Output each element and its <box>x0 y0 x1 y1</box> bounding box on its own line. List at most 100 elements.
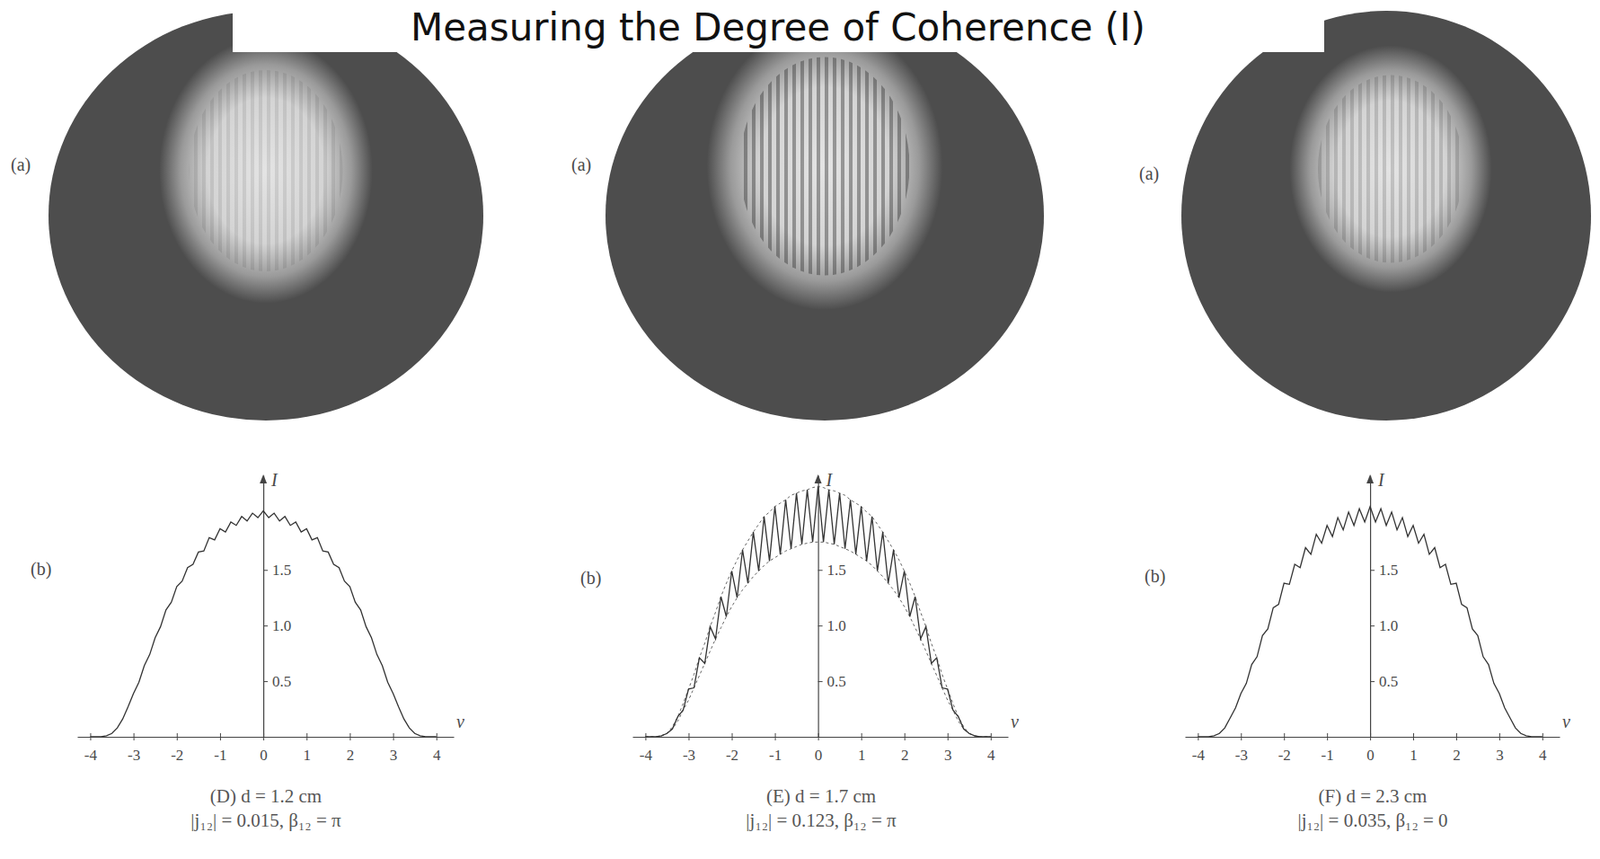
x-tick-mark <box>947 733 949 741</box>
y-tick-mark <box>1370 680 1375 682</box>
y-tick-mark <box>818 569 823 571</box>
x-tick: 3 <box>1495 733 1504 764</box>
y-axis-title: I <box>270 469 279 490</box>
intensity-line <box>645 486 991 737</box>
image-label: (a) <box>10 154 31 176</box>
y-tick-label: 1.0 <box>827 617 847 635</box>
y-tick-label: 1.0 <box>272 617 292 635</box>
x-axis-title: v <box>456 711 465 732</box>
y-tick-mark <box>818 625 823 627</box>
x-tick-label: 4 <box>1538 746 1547 764</box>
x-tick-label: -4 <box>639 746 654 764</box>
x-axis-title: v <box>1562 711 1571 732</box>
x-tick-label: -2 <box>170 746 184 764</box>
plot-lines <box>89 511 436 737</box>
x-tick: 4 <box>987 733 996 764</box>
x-tick-mark <box>176 733 178 741</box>
x-tick-label: 0 <box>1366 746 1375 764</box>
x-axis: -4-3-2-101234 <box>633 733 1009 764</box>
intensity-line <box>1197 506 1542 737</box>
x-tick: 0 <box>814 733 823 764</box>
x-tick: -1 <box>1321 733 1335 764</box>
image-label: (a) <box>571 154 592 176</box>
x-tick: 4 <box>433 733 442 764</box>
y-tick-mark <box>263 625 268 627</box>
x-tick: 0 <box>259 733 268 764</box>
y-tick-label: 1.5 <box>827 561 847 579</box>
x-tick: 3 <box>944 733 953 764</box>
y-tick: 1.0 <box>263 617 292 635</box>
x-tick-label: -1 <box>1321 746 1335 764</box>
plot-label: (b) <box>1144 565 1166 587</box>
y-tick-label: 1.0 <box>1379 617 1398 635</box>
chart-subtitle: |j₁₂| = 0.035, β₁₂ = 0 <box>1297 809 1448 831</box>
y-axis-title: I <box>825 469 834 490</box>
y-tick: 1.0 <box>818 617 847 635</box>
x-tick-label: 0 <box>814 746 823 764</box>
x-tick-label: -3 <box>1235 746 1248 764</box>
y-tick: 0.5 <box>263 672 292 690</box>
x-tick: 2 <box>1452 733 1461 764</box>
panel: (a)(b)-4-3-2-101234v0.51.01.5I(E) d = 1.… <box>571 10 1044 831</box>
x-tick: -1 <box>213 733 227 764</box>
x-tick: 3 <box>389 733 398 764</box>
y-tick-label: 1.5 <box>272 561 292 579</box>
x-tick-mark <box>1499 733 1501 741</box>
y-axis-line <box>817 476 819 738</box>
chart-title: (E) d = 1.7 cm <box>766 785 876 807</box>
y-axis-arrow <box>1366 474 1374 484</box>
y-axis-line <box>263 476 265 738</box>
x-tick-mark <box>393 733 395 741</box>
y-tick-label: 1.5 <box>1379 561 1398 579</box>
y-axis-title: I <box>1377 469 1386 490</box>
title-box <box>232 0 1325 53</box>
y-tick: 0.5 <box>1370 672 1398 690</box>
x-tick-mark <box>306 733 308 741</box>
x-tick-label: -3 <box>682 746 696 764</box>
x-axis: -4 -3 -2 -1 0 1 2 3 4 <box>78 733 455 764</box>
y-axis: 0.5 1.0 1.5 <box>263 476 292 738</box>
x-tick-mark <box>775 733 777 741</box>
x-tick: -3 <box>682 733 696 764</box>
x-tick: 2 <box>346 733 355 764</box>
y-tick: 1.5 <box>263 561 292 579</box>
x-tick: -4 <box>639 733 654 764</box>
x-tick: -1 <box>769 733 782 764</box>
x-tick: -3 <box>127 733 141 764</box>
x-tick-label: 0 <box>259 746 268 764</box>
plot-label: (b) <box>580 567 602 589</box>
x-tick-label: 1 <box>1409 746 1418 764</box>
chart-title: (F) d = 2.3 cm <box>1318 785 1428 807</box>
slide-title: Measuring the Degree of Coherence (I) <box>410 5 1146 50</box>
x-tick-mark <box>1542 733 1544 741</box>
x-tick-mark <box>1240 733 1242 741</box>
x-tick-label: -2 <box>1278 746 1291 764</box>
y-tick: 1.0 <box>1370 617 1398 635</box>
y-tick-mark <box>1370 625 1375 627</box>
y-tick: 1.5 <box>1370 561 1398 579</box>
y-axis-arrow <box>259 474 267 484</box>
chart-subtitle: |j₁₂| = 0.123, β₁₂ = π <box>745 809 897 831</box>
intensity-line <box>89 511 436 737</box>
image-fringes <box>740 56 911 275</box>
chart-subtitle: |j₁₂| = 0.015, β₁₂ = π <box>190 809 342 831</box>
x-tick-label: -1 <box>769 746 782 764</box>
y-axis: 0.5 1.0 1.5 <box>1370 476 1398 738</box>
x-tick-label: 2 <box>346 746 355 764</box>
image-spot <box>159 38 373 304</box>
x-tick: 1 <box>303 733 312 764</box>
chart-title: (D) d = 1.2 cm <box>210 785 322 807</box>
image-label: (a) <box>1139 163 1159 185</box>
panel: (a)(b)-4-3-2-101234v0.51.01.5I(D) d = 1.… <box>10 10 484 831</box>
x-tick-label: -4 <box>84 746 98 764</box>
x-tick-label: 1 <box>303 746 312 764</box>
x-tick-label: -4 <box>1192 746 1206 764</box>
y-tick-mark <box>818 680 823 682</box>
x-tick-label: 2 <box>901 746 910 764</box>
x-tick-mark <box>1283 733 1285 741</box>
x-tick: -2 <box>170 733 184 764</box>
y-tick-mark <box>1370 569 1375 571</box>
x-tick-mark <box>904 733 906 741</box>
x-tick: 4 <box>1538 733 1547 764</box>
x-tick-label: -3 <box>127 746 141 764</box>
